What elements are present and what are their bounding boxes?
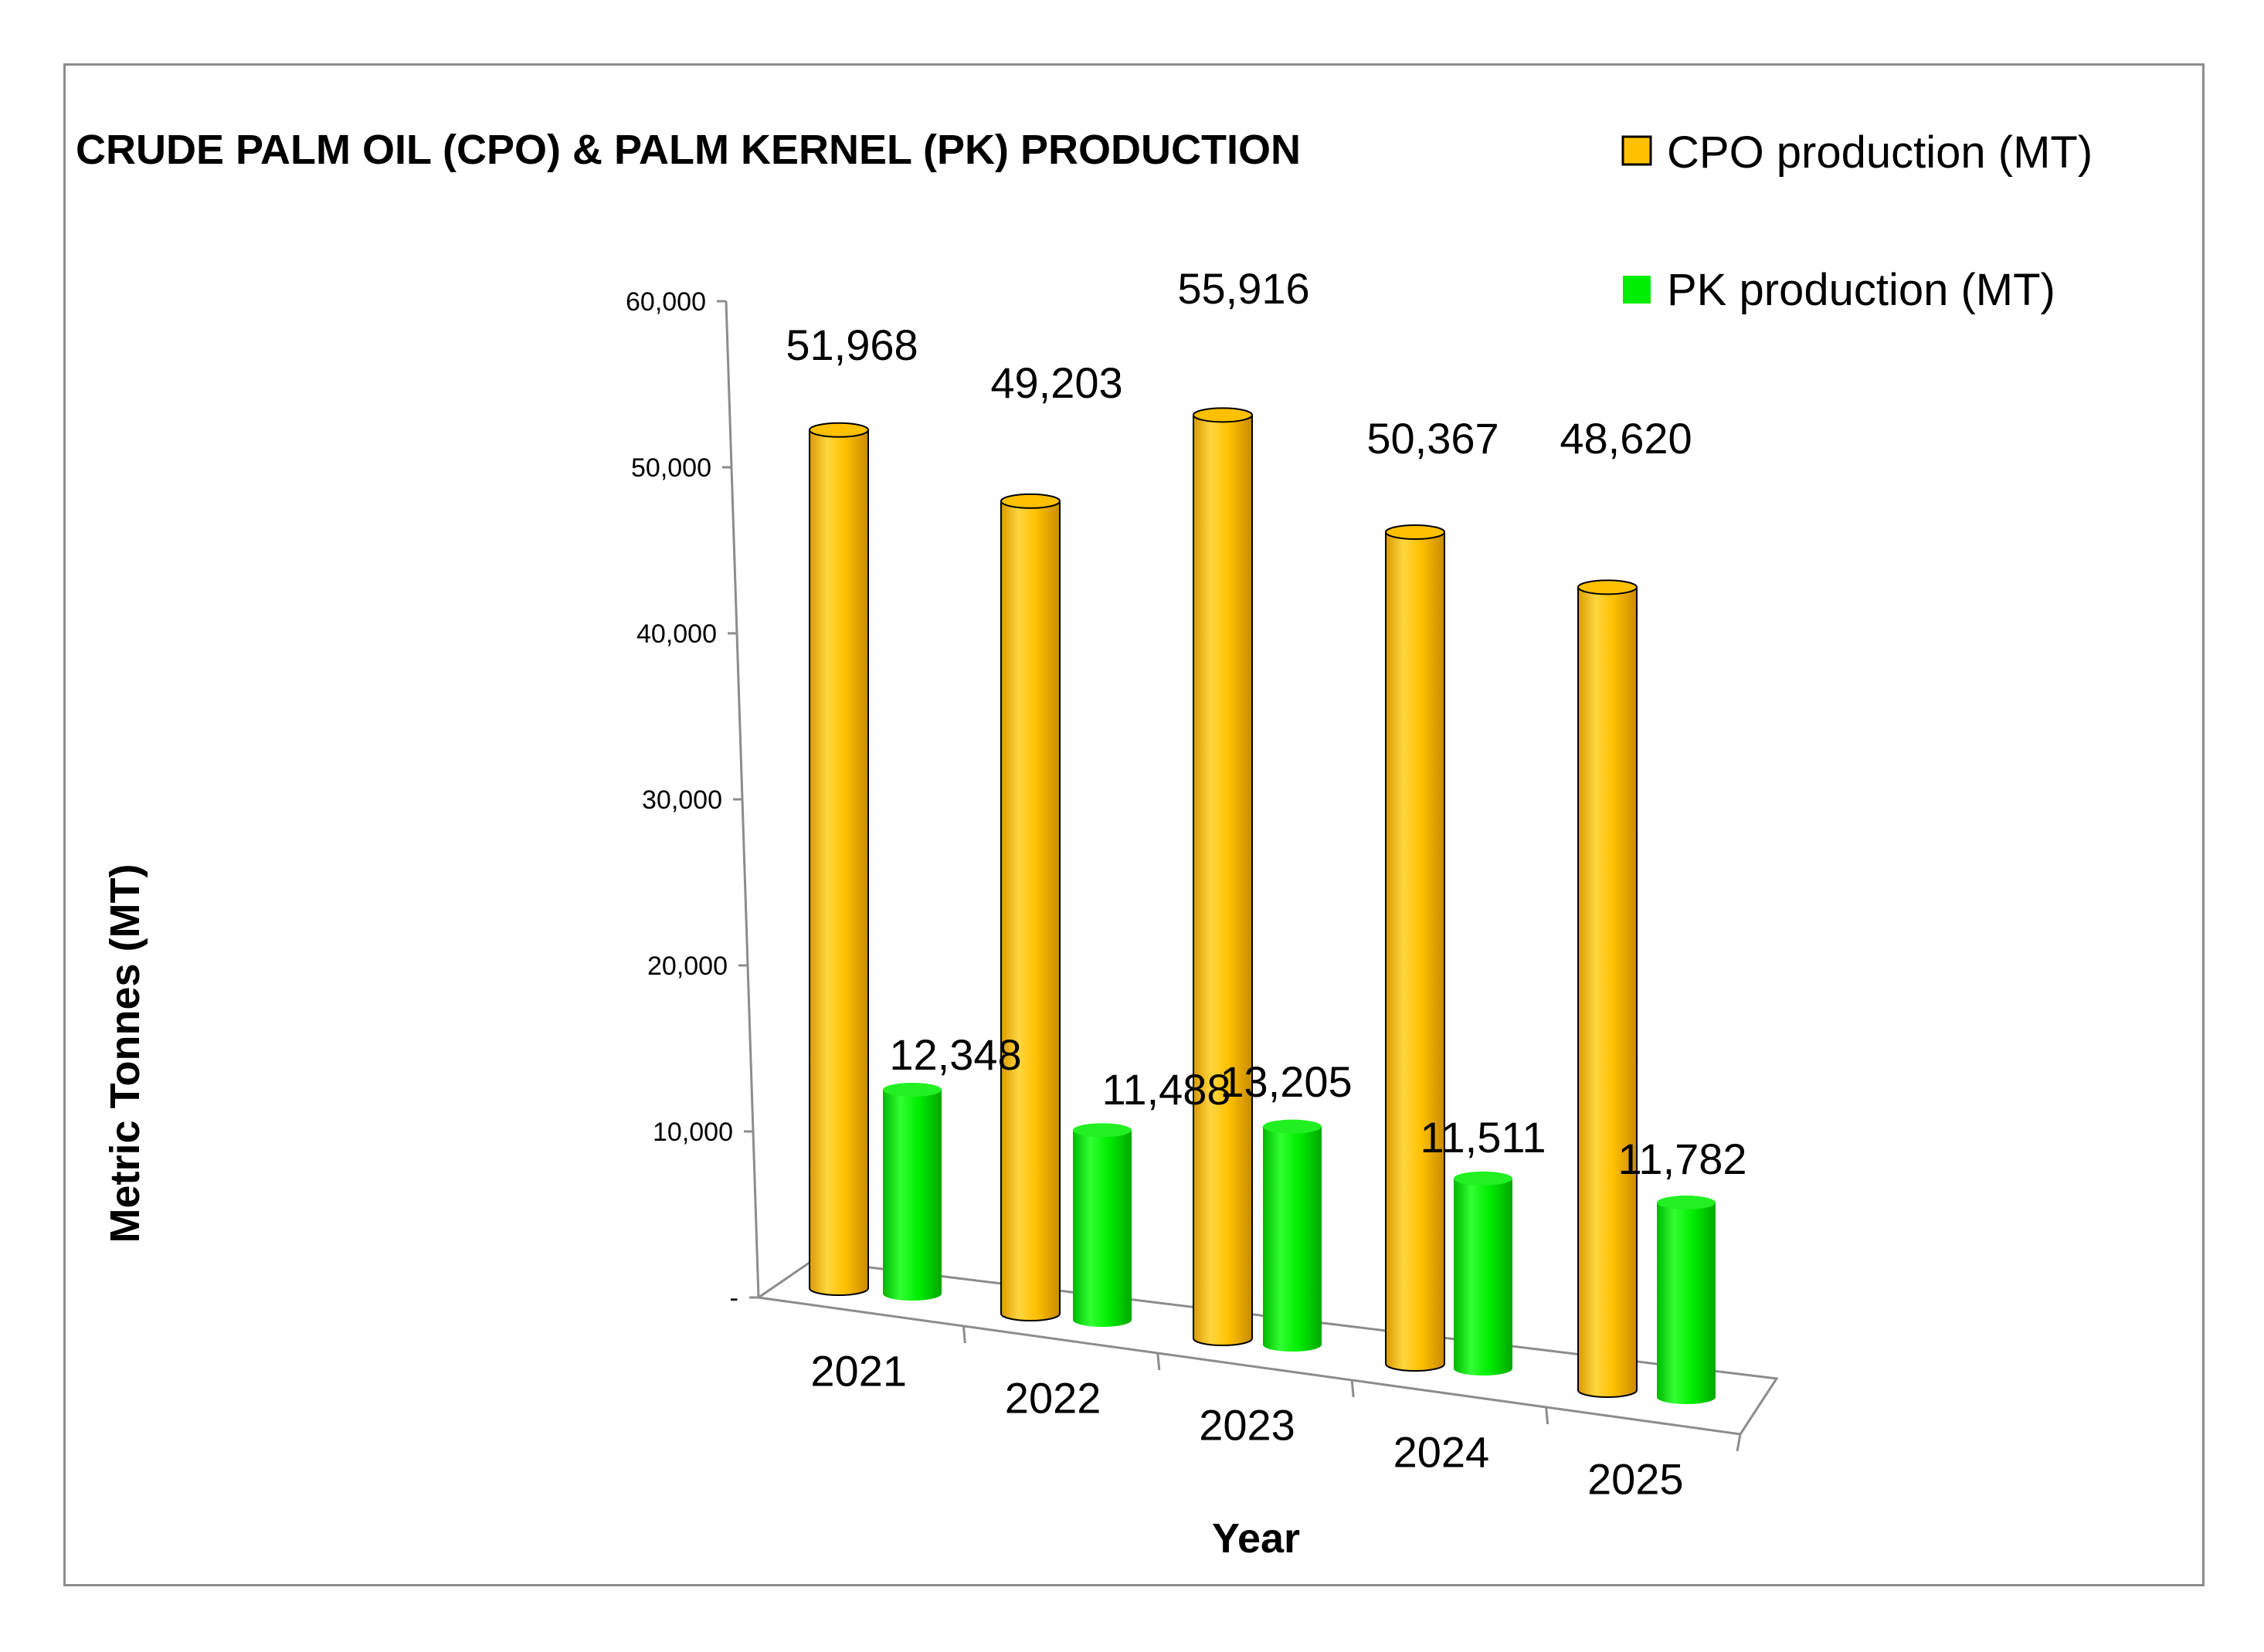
bar-top-cpo bbox=[809, 422, 869, 438]
x-axis-title: Year bbox=[1212, 1515, 1300, 1562]
bar-top-pk bbox=[883, 1082, 942, 1097]
x-tick-mark bbox=[1545, 1406, 1549, 1425]
value-label-cpo: 49,203 bbox=[990, 358, 1122, 407]
bar-body-pk bbox=[883, 1089, 942, 1301]
bar-top-pk bbox=[1657, 1196, 1716, 1210]
legend: CPO production (MT) PK production (MT) bbox=[1621, 127, 2093, 315]
bar-top-cpo bbox=[1577, 579, 1638, 595]
value-label-cpo: 51,968 bbox=[786, 321, 918, 369]
bar-body-cpo bbox=[1000, 500, 1061, 1321]
bar-pk-2024 bbox=[1454, 1171, 1512, 1376]
value-labels: 51,968 49,203 55,916 50,367 48,620 12,348 11,4… bbox=[786, 264, 1746, 1183]
bar-body-pk bbox=[1657, 1203, 1716, 1404]
bar-pk-2023 bbox=[1263, 1119, 1322, 1352]
y-tick-label: - bbox=[730, 1284, 738, 1313]
bar-body-pk bbox=[1263, 1126, 1322, 1352]
bar-body-pk bbox=[1073, 1130, 1132, 1327]
legend-swatch-pk bbox=[1623, 276, 1651, 304]
bar-body-cpo bbox=[809, 429, 869, 1296]
bar-top-cpo bbox=[1000, 493, 1061, 509]
bar-top-cpo bbox=[1193, 407, 1253, 423]
legend-swatch-cpo bbox=[1621, 135, 1652, 166]
y-tick-label: 40,000 bbox=[636, 619, 717, 649]
value-label-pk: 11,782 bbox=[1617, 1135, 1746, 1183]
legend-label-pk: PK production (MT) bbox=[1667, 265, 2055, 315]
bar-cpo-2023 bbox=[1193, 407, 1253, 1346]
x-tick-label: 2024 bbox=[1393, 1428, 1490, 1477]
y-tick-label: 20,000 bbox=[647, 952, 728, 981]
value-label-pk: 12,348 bbox=[889, 1030, 1021, 1079]
chart-title: CRUDE PALM OIL (CPO) & PALM KERNEL (PK) … bbox=[76, 127, 1301, 173]
y-tick-label: 30,000 bbox=[642, 785, 722, 815]
x-tick-mark bbox=[1350, 1379, 1355, 1398]
bar-top-cpo bbox=[1385, 524, 1445, 540]
bar-pk-2021 bbox=[883, 1082, 942, 1301]
x-tick-label: 2023 bbox=[1199, 1401, 1295, 1450]
y-tick-label: 50,000 bbox=[631, 453, 711, 483]
x-tick-mark bbox=[1156, 1352, 1161, 1371]
bar-cpo-2024 bbox=[1385, 524, 1445, 1372]
x-tick-label: 2022 bbox=[1005, 1374, 1101, 1423]
bar-top-pk bbox=[1073, 1123, 1132, 1138]
x-tick-mark bbox=[962, 1325, 966, 1344]
floor-outline bbox=[758, 1259, 1779, 1436]
y-tick-label: 10,000 bbox=[653, 1118, 733, 1147]
bar-pk-2022 bbox=[1073, 1123, 1132, 1327]
bar-body-cpo bbox=[1577, 586, 1638, 1398]
value-label-cpo: 50,367 bbox=[1366, 414, 1499, 463]
axes: - 10,000 20,000 30,000 40,000 50,000 60,000 202… bbox=[626, 287, 1779, 1504]
bars bbox=[809, 407, 1716, 1404]
bar-cpo-2021 bbox=[809, 422, 869, 1296]
x-end-tick bbox=[1736, 1433, 1742, 1452]
value-label-pk: 13,205 bbox=[1220, 1057, 1352, 1106]
bar-pk-2025 bbox=[1657, 1196, 1716, 1404]
bar-body-cpo bbox=[1385, 531, 1445, 1372]
y-axis-title: Metric Tonnes (MT) bbox=[102, 864, 148, 1243]
bar-body-cpo bbox=[1193, 414, 1253, 1346]
value-label-cpo: 48,620 bbox=[1560, 414, 1692, 463]
bar-body-pk bbox=[1454, 1178, 1512, 1376]
x-tick-label: 2025 bbox=[1587, 1455, 1684, 1504]
bar-cpo-2022 bbox=[1000, 493, 1061, 1321]
legend-label-cpo: CPO production (MT) bbox=[1667, 127, 2093, 178]
x-tick-label: 2021 bbox=[810, 1347, 907, 1396]
value-label-cpo: 55,916 bbox=[1177, 264, 1309, 313]
bar-top-pk bbox=[1263, 1119, 1322, 1134]
bar-cpo-2025 bbox=[1577, 579, 1638, 1398]
chart-frame bbox=[63, 63, 2205, 1586]
value-label-pk: 11,488 bbox=[1101, 1065, 1230, 1114]
y-tick-label: 60,000 bbox=[626, 287, 706, 317]
bar-top-pk bbox=[1454, 1171, 1512, 1186]
value-label-pk: 11,511 bbox=[1421, 1113, 1546, 1162]
